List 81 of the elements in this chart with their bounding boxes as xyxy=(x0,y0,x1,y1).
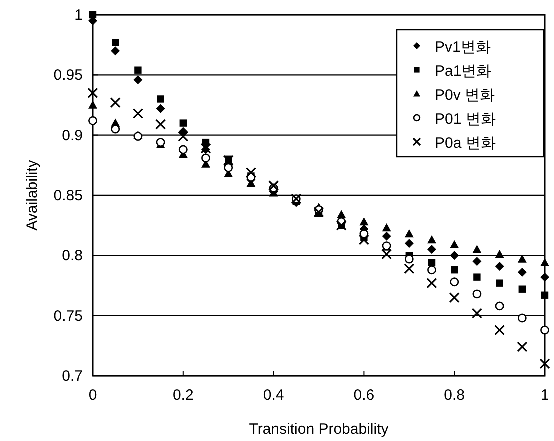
point xyxy=(518,254,527,263)
x-tick-label: 0.6 xyxy=(354,387,375,404)
x-axis-title: Transition Probability xyxy=(249,421,390,438)
point xyxy=(495,302,504,311)
point xyxy=(404,264,415,274)
point xyxy=(132,108,144,119)
point xyxy=(495,262,504,271)
point xyxy=(358,234,370,246)
x-tick-label: 0.8 xyxy=(444,387,466,404)
point xyxy=(156,119,166,130)
point xyxy=(268,180,280,192)
point xyxy=(110,98,121,108)
point xyxy=(541,292,549,299)
point xyxy=(111,46,120,56)
point xyxy=(223,155,234,166)
point xyxy=(472,290,482,299)
x-tick-label: 0.4 xyxy=(263,387,284,404)
legend-label: Pv1변화 xyxy=(435,39,491,56)
point xyxy=(451,266,458,274)
point xyxy=(450,240,460,248)
point xyxy=(382,232,392,241)
point xyxy=(540,358,550,370)
x-tick-label: 0.2 xyxy=(172,387,194,404)
point xyxy=(496,280,504,287)
point xyxy=(472,308,482,319)
point xyxy=(426,278,438,289)
point xyxy=(88,116,98,126)
y-tick-label: 0.7 xyxy=(62,368,83,385)
y-tick-label: 1 xyxy=(74,7,83,24)
x-tick-label: 0 xyxy=(88,387,98,404)
point xyxy=(180,120,187,127)
point xyxy=(449,292,460,304)
point xyxy=(112,39,120,46)
point xyxy=(540,272,550,282)
point xyxy=(382,249,392,260)
point xyxy=(157,96,164,103)
point xyxy=(450,278,460,287)
point xyxy=(428,245,436,254)
point xyxy=(134,75,143,84)
legend-label: P01 변화 xyxy=(435,111,496,128)
y-tick-label: 0.9 xyxy=(62,127,83,144)
y-tick-label: 0.85 xyxy=(54,188,83,204)
point xyxy=(134,66,142,74)
point xyxy=(88,88,98,99)
point xyxy=(404,239,414,248)
point xyxy=(450,251,460,260)
y-tick-label: 0.8 xyxy=(62,248,83,265)
point xyxy=(382,223,392,232)
point xyxy=(360,217,369,226)
point xyxy=(495,250,504,258)
point xyxy=(428,266,436,275)
point xyxy=(517,342,528,352)
point xyxy=(314,207,324,218)
point xyxy=(178,145,188,154)
point xyxy=(518,268,527,278)
point xyxy=(404,230,414,238)
legend-label: P0v 변화 xyxy=(435,87,496,104)
point xyxy=(246,167,256,178)
point xyxy=(88,100,98,109)
legend-label: Pa1변화 xyxy=(435,63,492,80)
point xyxy=(518,286,526,293)
point xyxy=(472,257,482,266)
point xyxy=(202,154,210,163)
point xyxy=(474,274,481,281)
point xyxy=(156,104,166,114)
point xyxy=(428,259,436,266)
point xyxy=(134,132,143,142)
point xyxy=(178,131,189,142)
y-axis-title: Availability xyxy=(24,160,41,231)
point xyxy=(428,236,436,244)
point xyxy=(494,324,506,336)
point xyxy=(89,11,97,19)
point xyxy=(540,326,550,335)
point xyxy=(540,258,550,266)
point xyxy=(472,245,482,254)
x-tick-label: 1 xyxy=(540,387,550,404)
legend-label: P0a 변화 xyxy=(435,135,496,152)
y-tick-label: 0.75 xyxy=(54,308,83,325)
y-tick-label: 0.95 xyxy=(54,67,83,84)
point xyxy=(337,210,346,218)
point xyxy=(518,314,527,323)
